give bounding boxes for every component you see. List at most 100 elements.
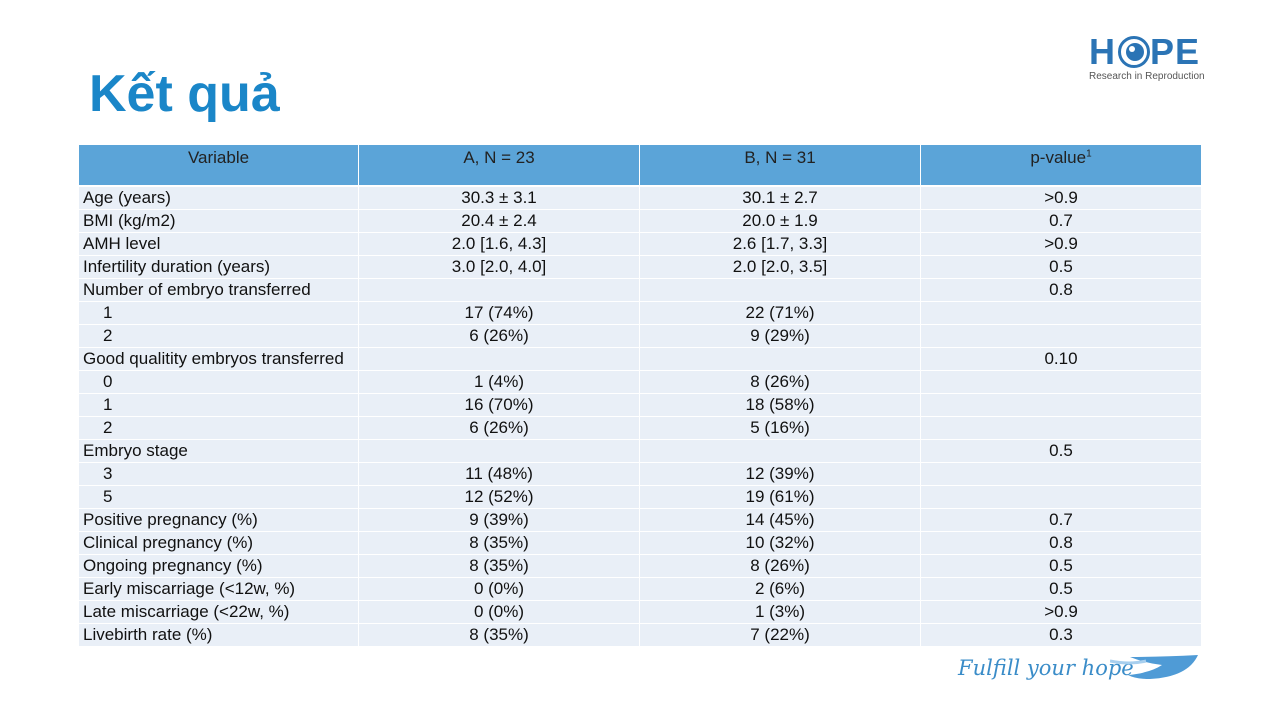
table-row: Good qualitity embryos transferred 0.10 [79,348,1201,371]
table-row: BMI (kg/m2) 20.4 ± 2.4 20.0 ± 1.9 0.7 [79,210,1201,233]
table-body: Age (years) 30.3 ± 3.1 30.1 ± 2.7 >0.9 BMI (… [79,185,1201,647]
cell-b: 12 (39%) [640,463,921,486]
table-row: Infertility duration (years) 3.0 [2.0, 4.… [79,256,1201,279]
cell-variable: Clinical pregnancy (%) [79,532,359,555]
cell-variable: Ongoing pregnancy (%) [79,555,359,578]
cell-a: 8 (35%) [359,624,640,647]
cell-p: 0.5 [921,440,1201,463]
cell-variable: Early miscarriage (<12w, %) [79,578,359,601]
cell-p [921,371,1201,394]
logo-letter-h: H [1089,31,1116,72]
eye-icon [1118,36,1150,68]
cell-a: 6 (26%) [359,325,640,348]
cell-variable: Late miscarriage (<22w, %) [79,601,359,624]
cell-a: 1 (4%) [359,371,640,394]
cell-a: 16 (70%) [359,394,640,417]
cell-p: 0.8 [921,532,1201,555]
cell-b: 7 (22%) [640,624,921,647]
cell-b: 20.0 ± 1.9 [640,210,921,233]
cell-a: 0 (0%) [359,578,640,601]
cell-variable: Infertility duration (years) [79,256,359,279]
cell-b [640,279,921,302]
table-row: Late miscarriage (<22w, %) 0 (0%) 1 (3%) >0… [79,601,1201,624]
cell-p [921,325,1201,348]
cell-p [921,486,1201,509]
table-row: 5 12 (52%) 19 (61%) [79,486,1201,509]
footnote-marker: 1 [1086,148,1092,160]
cell-p: >0.9 [921,601,1201,624]
cell-b: 8 (26%) [640,371,921,394]
cell-variable: Embryo stage [79,440,359,463]
cell-variable: 2 [79,325,359,348]
logo-letters-pe: PE [1150,31,1201,72]
cell-b: 5 (16%) [640,417,921,440]
logo-subtitle: Research in Reproduction [1089,71,1205,82]
wave-decoration [1110,655,1198,679]
cell-b: 2.6 [1.7, 3.3] [640,233,921,256]
cell-p: 0.7 [921,210,1201,233]
results-table: Variable A, N = 23 B, N = 31 p-value1 Ag… [79,145,1201,647]
cell-a: 0 (0%) [359,601,640,624]
cell-a: 12 (52%) [359,486,640,509]
cell-a [359,279,640,302]
table-row: Embryo stage 0.5 [79,440,1201,463]
cell-a [359,348,640,371]
cell-b: 10 (32%) [640,532,921,555]
cell-variable: 0 [79,371,359,394]
cell-a: 17 (74%) [359,302,640,325]
cell-a: 11 (48%) [359,463,640,486]
cell-b: 14 (45%) [640,509,921,532]
tagline: Fulfill your hope [958,656,1134,680]
cell-a: 8 (35%) [359,532,640,555]
table-row: Number of embryo transferred 0.8 [79,279,1201,302]
header-p-value: p-value1 [921,145,1201,185]
cell-b [640,440,921,463]
table-row: 3 11 (48%) 12 (39%) [79,463,1201,486]
table-row: 1 17 (74%) 22 (71%) [79,302,1201,325]
cell-a [359,440,640,463]
cell-b: 2 (6%) [640,578,921,601]
table-row: Early miscarriage (<12w, %) 0 (0%) 2 (6%) 0… [79,578,1201,601]
cell-p: 0.8 [921,279,1201,302]
header-group-a: A, N = 23 [359,145,640,185]
cell-p [921,302,1201,325]
hope-logo: H PE Research in Reproduction [1089,31,1205,84]
cell-p: >0.9 [921,233,1201,256]
table-row: Age (years) 30.3 ± 3.1 30.1 ± 2.7 >0.9 [79,185,1201,210]
cell-a: 20.4 ± 2.4 [359,210,640,233]
table-row: AMH level 2.0 [1.6, 4.3] 2.6 [1.7, 3.3] >0.… [79,233,1201,256]
table-row: 1 16 (70%) 18 (58%) [79,394,1201,417]
slide-title: Kết quả [89,65,280,123]
table-header-row: Variable A, N = 23 B, N = 31 p-value1 [79,145,1201,185]
header-variable: Variable [79,145,359,185]
cell-variable: 5 [79,486,359,509]
cell-p [921,394,1201,417]
table-row: Ongoing pregnancy (%) 8 (35%) 8 (26%) 0.5 [79,555,1201,578]
cell-variable: BMI (kg/m2) [79,210,359,233]
cell-variable: 1 [79,302,359,325]
cell-variable: 3 [79,463,359,486]
cell-a: 6 (26%) [359,417,640,440]
table-row: Clinical pregnancy (%) 8 (35%) 10 (32%) 0.8 [79,532,1201,555]
cell-a: 30.3 ± 3.1 [359,185,640,210]
cell-p: >0.9 [921,185,1201,210]
cell-a: 2.0 [1.6, 4.3] [359,233,640,256]
cell-a: 8 (35%) [359,555,640,578]
cell-variable: 2 [79,417,359,440]
cell-b: 22 (71%) [640,302,921,325]
cell-a: 3.0 [2.0, 4.0] [359,256,640,279]
cell-b: 1 (3%) [640,601,921,624]
cell-b [640,348,921,371]
cell-b: 9 (29%) [640,325,921,348]
cell-variable: 1 [79,394,359,417]
header-group-b: B, N = 31 [640,145,921,185]
cell-b: 19 (61%) [640,486,921,509]
cell-p: 0.5 [921,555,1201,578]
cell-a: 9 (39%) [359,509,640,532]
cell-variable: Age (years) [79,185,359,210]
cell-p [921,417,1201,440]
table-row: Positive pregnancy (%) 9 (39%) 14 (45%) 0.7 [79,509,1201,532]
